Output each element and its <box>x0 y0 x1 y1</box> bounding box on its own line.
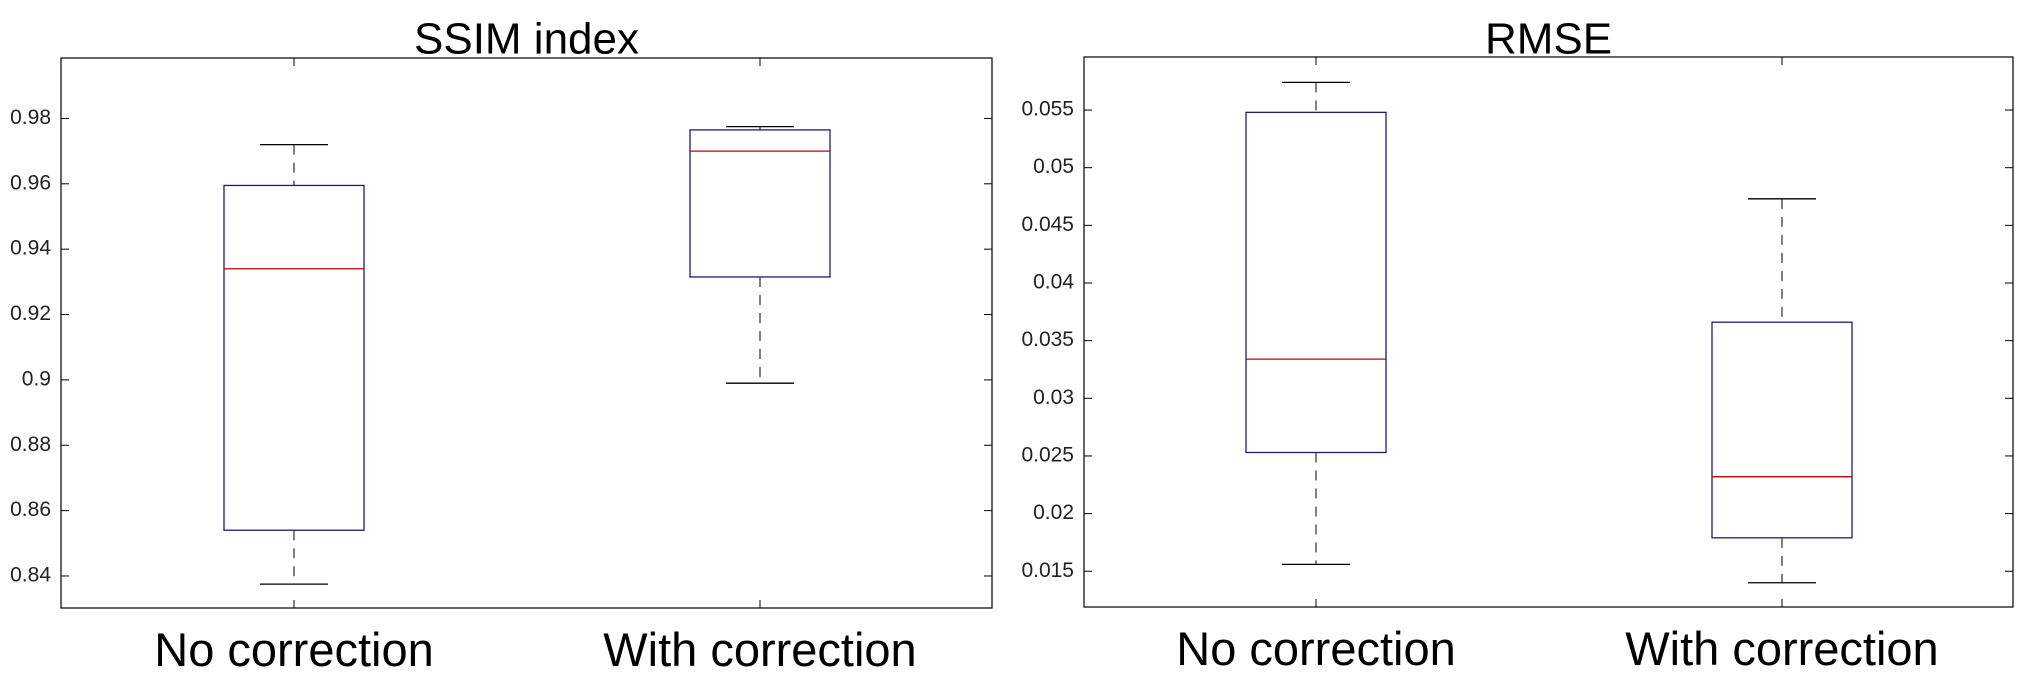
y-tick-label: 0.96 <box>10 171 51 194</box>
chart-title: RMSE <box>1485 15 1612 64</box>
y-tick-label: 0.9 <box>22 367 51 390</box>
x-tick-label: With correction <box>603 623 916 676</box>
box-iqr <box>1711 321 1853 539</box>
box-iqr <box>689 129 831 278</box>
y-tick-label: 0.04 <box>1033 271 1074 294</box>
x-tick-label: No correction <box>154 623 434 676</box>
y-tick-label: 0.045 <box>1021 213 1074 236</box>
box-iqr <box>223 184 365 531</box>
axes-frame <box>1083 56 2014 608</box>
axes-frame <box>60 57 993 609</box>
box-iqr <box>1245 111 1387 454</box>
y-tick-label: 0.88 <box>10 433 51 456</box>
y-tick-label: 0.92 <box>10 302 51 325</box>
y-tick-label: 0.02 <box>1033 501 1074 524</box>
y-tick-label: 0.94 <box>10 237 51 260</box>
y-tick-label: 0.98 <box>10 106 51 129</box>
y-tick-label: 0.055 <box>1021 98 1074 121</box>
y-tick-label: 0.015 <box>1021 559 1074 582</box>
x-tick-label: With correction <box>1625 622 1938 675</box>
y-tick-label: 0.84 <box>10 564 51 587</box>
chart-title: SSIM index <box>414 15 639 64</box>
y-tick-label: 0.05 <box>1033 155 1074 178</box>
boxplot-panel-2: RMSE 0.015 0.02 0.025 0.03 0.035 0.04 0.045 0.05… <box>1021 15 2014 675</box>
y-tick-label: 0.025 <box>1021 443 1074 466</box>
y-tick-label: 0.86 <box>10 498 51 521</box>
x-tick-label: No correction <box>1176 622 1456 675</box>
y-tick-label: 0.03 <box>1033 386 1074 409</box>
y-tick-label: 0.035 <box>1021 328 1074 351</box>
boxplot-panel-1: SSIM index 0.84 0.86 0.88 0.9 0.92 0.94 0.96 0.9… <box>10 15 993 676</box>
